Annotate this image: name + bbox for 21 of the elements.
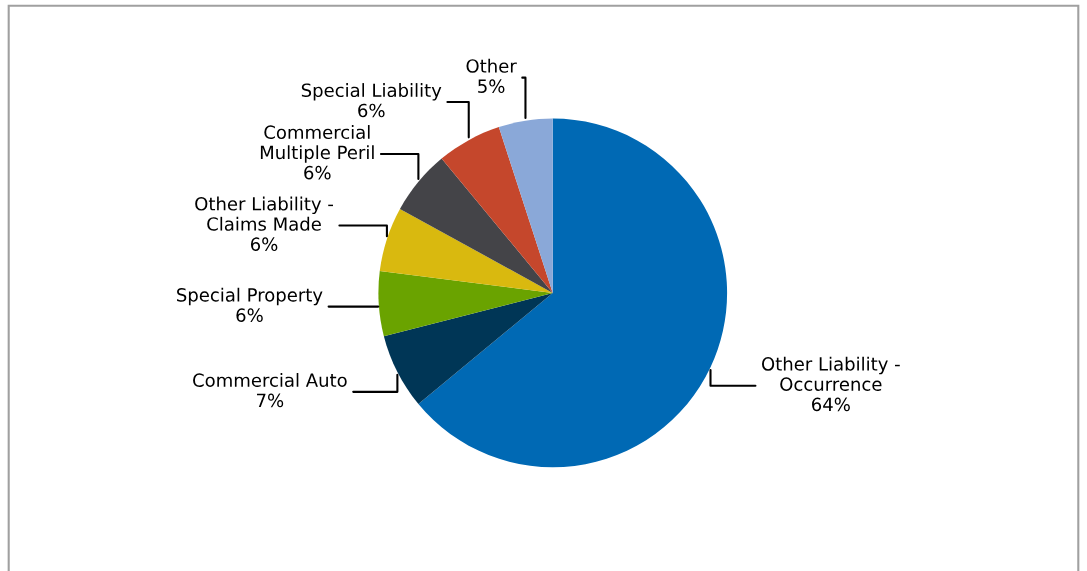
pie-slice [498, 118, 553, 293]
data-label: 6% [304, 165, 331, 180]
data-label: 5% [478, 79, 505, 94]
slice-label: Other Liability - Occurrence [762, 356, 900, 391]
data-label: 6% [250, 237, 278, 252]
slice-label: Special Liability [301, 83, 442, 101]
pie-slice [379, 208, 553, 293]
slice-label: Other Liability - Claims Made [195, 196, 333, 231]
data-label: 6% [236, 308, 263, 322]
pie-slice [383, 292, 553, 405]
data-label: 64% [812, 397, 850, 412]
slice-label: Commercial Multiple Peril [260, 125, 374, 163]
slice-label: Commercial Auto [193, 373, 347, 387]
pie-slice [399, 158, 553, 293]
pie-slice [418, 118, 728, 468]
data-label: 7% [257, 393, 284, 408]
slice-label: Other [466, 58, 517, 73]
data-label: 6% [358, 103, 385, 118]
pie-slice [441, 127, 553, 293]
slice-label: Special Property [177, 287, 323, 306]
pie-slice [378, 271, 553, 337]
